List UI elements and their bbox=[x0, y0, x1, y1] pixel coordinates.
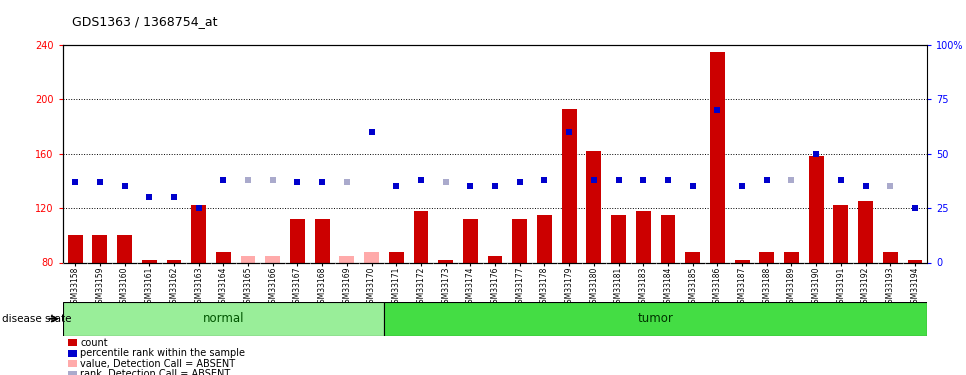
Bar bbox=[216, 252, 231, 262]
Bar bbox=[512, 219, 527, 262]
Text: disease state: disease state bbox=[2, 314, 71, 324]
Bar bbox=[908, 260, 923, 262]
Bar bbox=[537, 215, 552, 262]
Bar bbox=[636, 211, 651, 262]
Bar bbox=[463, 219, 478, 262]
Bar bbox=[883, 252, 897, 262]
Bar bbox=[735, 260, 750, 262]
Bar bbox=[68, 236, 82, 262]
Bar bbox=[661, 215, 675, 262]
Bar bbox=[389, 252, 404, 262]
Bar bbox=[488, 256, 502, 262]
Bar bbox=[413, 211, 428, 262]
Text: value, Detection Call = ABSENT: value, Detection Call = ABSENT bbox=[80, 359, 236, 369]
Bar bbox=[562, 109, 577, 262]
Bar bbox=[266, 256, 280, 262]
Bar bbox=[339, 256, 355, 262]
Bar bbox=[290, 219, 305, 262]
Bar bbox=[63, 302, 384, 336]
Bar bbox=[858, 201, 873, 262]
Bar bbox=[142, 260, 156, 262]
Text: count: count bbox=[80, 338, 108, 348]
Bar bbox=[834, 206, 848, 262]
Bar bbox=[611, 215, 626, 262]
Bar bbox=[439, 260, 453, 262]
Bar bbox=[759, 252, 774, 262]
Text: percentile rank within the sample: percentile rank within the sample bbox=[80, 348, 245, 358]
Bar bbox=[166, 260, 182, 262]
Bar bbox=[384, 302, 927, 336]
Bar bbox=[784, 252, 799, 262]
Text: rank, Detection Call = ABSENT: rank, Detection Call = ABSENT bbox=[80, 369, 231, 375]
Text: normal: normal bbox=[203, 312, 244, 325]
Text: tumor: tumor bbox=[638, 312, 673, 325]
Text: GDS1363 / 1368754_at: GDS1363 / 1368754_at bbox=[72, 15, 218, 28]
Bar bbox=[315, 219, 329, 262]
Bar bbox=[710, 52, 724, 262]
Bar bbox=[364, 252, 379, 262]
Bar bbox=[93, 236, 107, 262]
Bar bbox=[117, 236, 132, 262]
Bar bbox=[809, 156, 824, 262]
Bar bbox=[241, 256, 255, 262]
Bar bbox=[685, 252, 700, 262]
Bar bbox=[586, 151, 601, 262]
Bar bbox=[191, 206, 206, 262]
